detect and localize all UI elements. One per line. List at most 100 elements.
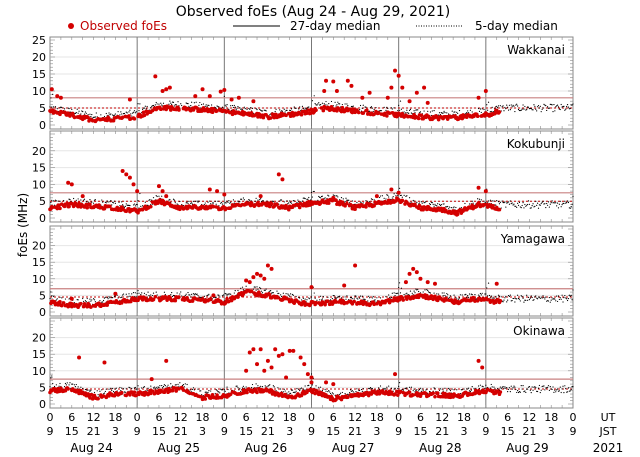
- median-trace-point: [304, 198, 306, 200]
- observed-point: [302, 362, 307, 367]
- median-trace-point: [137, 199, 139, 202]
- median-trace-point: [260, 110, 263, 112]
- median-trace-point: [547, 385, 550, 387]
- median-trace-point: [138, 292, 140, 294]
- median-trace-point: [82, 300, 85, 303]
- median-trace-point: [237, 387, 239, 389]
- median-trace-point: [236, 107, 238, 109]
- median-trace-point: [524, 299, 526, 301]
- observed-point: [188, 391, 192, 396]
- median-trace-point: [466, 297, 468, 299]
- observed-point: [160, 189, 165, 194]
- median-trace-point: [220, 388, 222, 390]
- median-trace-point: [560, 103, 562, 106]
- median-trace-point: [546, 386, 549, 388]
- median-trace-point: [105, 388, 107, 390]
- median-trace-point: [460, 207, 462, 209]
- median-trace-point: [481, 292, 483, 294]
- median-trace-point: [507, 202, 509, 204]
- median-trace-point: [313, 292, 315, 294]
- median-trace-point: [550, 388, 552, 390]
- observed-point: [482, 202, 486, 207]
- median-trace-point: [300, 388, 302, 390]
- median-trace-point: [242, 289, 245, 291]
- median-trace-point: [551, 297, 553, 299]
- median-trace-point: [295, 107, 297, 109]
- observed-point: [374, 194, 379, 199]
- median-trace-point: [56, 108, 58, 110]
- median-trace-point: [558, 203, 560, 205]
- median-trace-point: [473, 388, 475, 390]
- median-trace-point: [559, 200, 561, 202]
- median-trace-point: [192, 293, 195, 295]
- median-trace-point: [298, 108, 300, 110]
- median-trace-point: [391, 197, 393, 199]
- observed-point: [372, 203, 376, 208]
- y-tick-label: 10: [32, 178, 46, 191]
- median-trace-point: [407, 112, 409, 114]
- median-trace-point: [225, 293, 227, 295]
- observed-point: [49, 87, 54, 92]
- median-trace-point: [531, 205, 533, 207]
- median-trace-point: [125, 293, 127, 295]
- median-trace-point: [449, 389, 452, 392]
- median-trace-point: [317, 103, 319, 105]
- median-trace-point: [536, 390, 539, 393]
- median-trace-point: [428, 203, 431, 205]
- median-trace-point: [226, 104, 228, 106]
- median-trace-point: [207, 294, 209, 296]
- observed-point: [305, 372, 310, 377]
- median-trace-point: [517, 202, 519, 204]
- median-trace-point: [396, 292, 398, 295]
- median-trace-point: [503, 387, 505, 389]
- median-trace-point: [173, 199, 175, 201]
- median-trace-point: [472, 202, 474, 204]
- x-tick-label-jst: 15: [239, 425, 253, 438]
- median-trace-point: [344, 103, 346, 105]
- median-trace-point: [150, 385, 152, 387]
- median-trace-point: [224, 292, 226, 295]
- median-trace-point: [68, 298, 70, 300]
- median-trace-point: [471, 111, 473, 113]
- observed-point: [383, 111, 387, 116]
- median-trace-point: [296, 388, 298, 390]
- median-trace-point: [53, 204, 56, 206]
- station-label: Yamagawa: [500, 232, 565, 246]
- median-trace-point: [521, 108, 523, 110]
- observed-point: [314, 300, 318, 305]
- median-trace-point: [525, 109, 527, 111]
- observed-point: [472, 296, 476, 300]
- median-trace-point: [507, 388, 510, 390]
- median-trace-point: [100, 114, 102, 116]
- median-trace-point: [393, 388, 395, 390]
- median-trace-point: [225, 105, 227, 107]
- median-trace-point: [94, 199, 96, 201]
- median-trace-point: [318, 195, 320, 198]
- median-trace-point: [319, 196, 321, 199]
- median-trace-point: [512, 104, 514, 106]
- median-trace-point: [536, 106, 539, 108]
- observed-point: [208, 297, 213, 302]
- median-trace-point: [220, 202, 222, 204]
- median-trace-point: [520, 109, 522, 111]
- median-trace-point: [329, 392, 332, 395]
- median-trace-point: [265, 110, 267, 112]
- median-trace-point: [179, 293, 181, 295]
- median-trace-point: [362, 387, 364, 390]
- median-trace-point: [569, 295, 571, 297]
- median-trace-point: [554, 298, 556, 300]
- median-trace-point: [264, 109, 266, 111]
- median-trace-point: [261, 386, 264, 388]
- median-trace-point: [547, 107, 550, 109]
- median-trace-point: [159, 385, 161, 387]
- median-trace-point: [422, 291, 424, 293]
- observed-point: [299, 112, 304, 117]
- median-trace-point: [400, 287, 402, 289]
- median-trace-point: [399, 292, 402, 294]
- median-trace-point: [320, 195, 323, 198]
- median-trace-point: [523, 391, 525, 393]
- median-trace-point: [272, 292, 274, 294]
- observed-point: [398, 389, 403, 394]
- observed-point: [495, 389, 500, 394]
- observed-point: [67, 304, 71, 308]
